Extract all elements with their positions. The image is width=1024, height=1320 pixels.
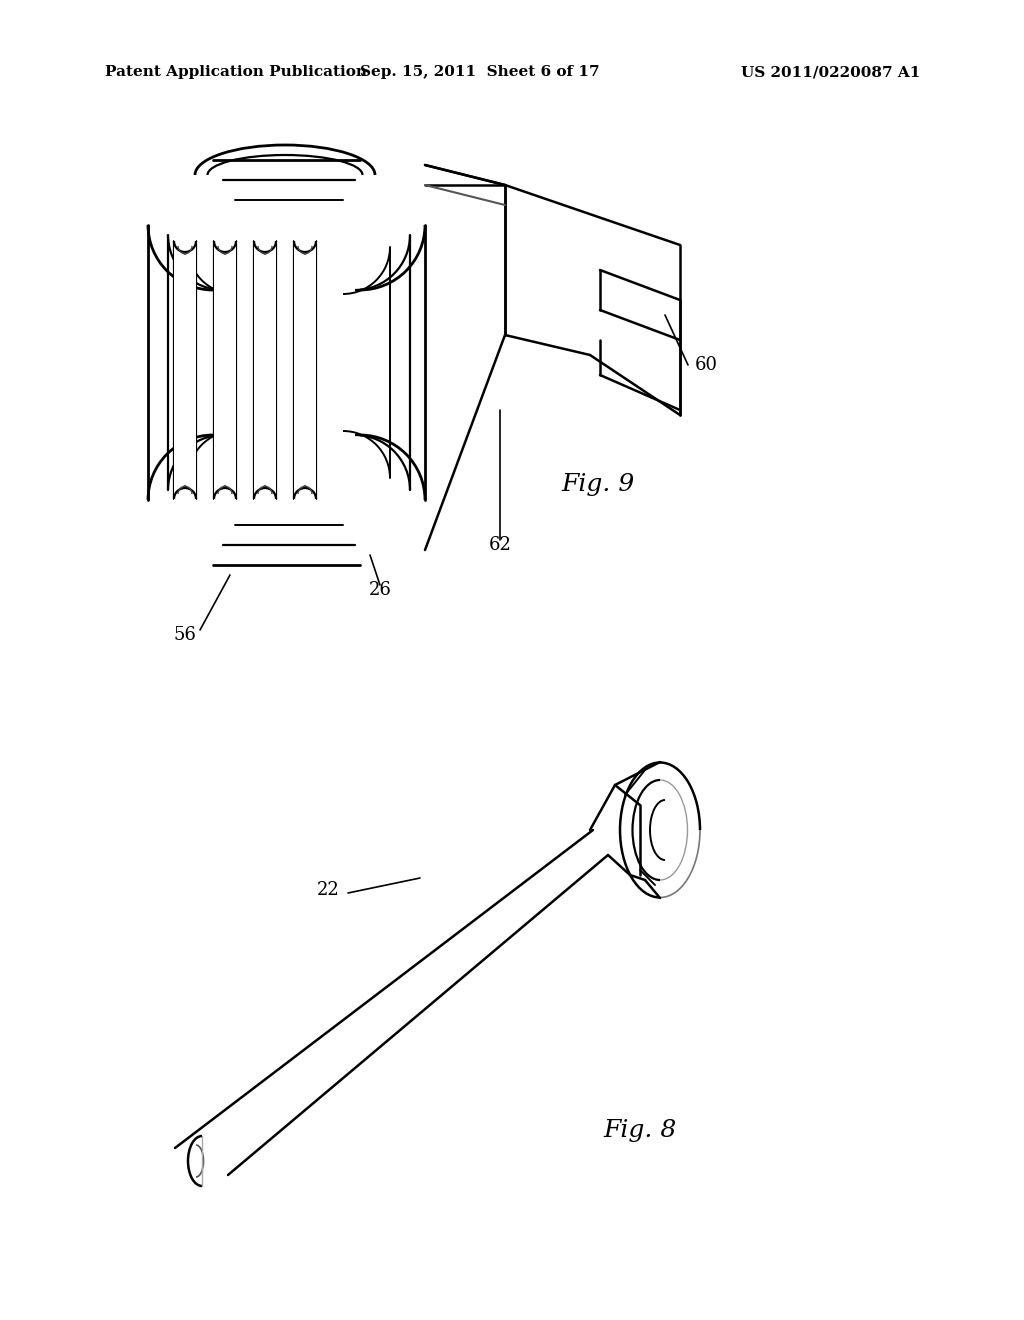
Text: 62: 62 — [488, 536, 511, 554]
FancyBboxPatch shape — [174, 230, 196, 510]
FancyBboxPatch shape — [294, 230, 316, 510]
Text: 56: 56 — [173, 626, 197, 644]
Text: 22: 22 — [316, 880, 339, 899]
Text: Fig. 9: Fig. 9 — [561, 474, 635, 496]
Text: Fig. 8: Fig. 8 — [603, 1118, 677, 1142]
Text: 26: 26 — [369, 581, 391, 599]
Text: Sep. 15, 2011  Sheet 6 of 17: Sep. 15, 2011 Sheet 6 of 17 — [360, 65, 600, 79]
Text: Patent Application Publication: Patent Application Publication — [105, 65, 367, 79]
Text: US 2011/0220087 A1: US 2011/0220087 A1 — [740, 65, 920, 79]
FancyBboxPatch shape — [148, 160, 425, 565]
Text: 60: 60 — [695, 356, 718, 374]
FancyBboxPatch shape — [214, 230, 236, 510]
FancyBboxPatch shape — [254, 230, 276, 510]
